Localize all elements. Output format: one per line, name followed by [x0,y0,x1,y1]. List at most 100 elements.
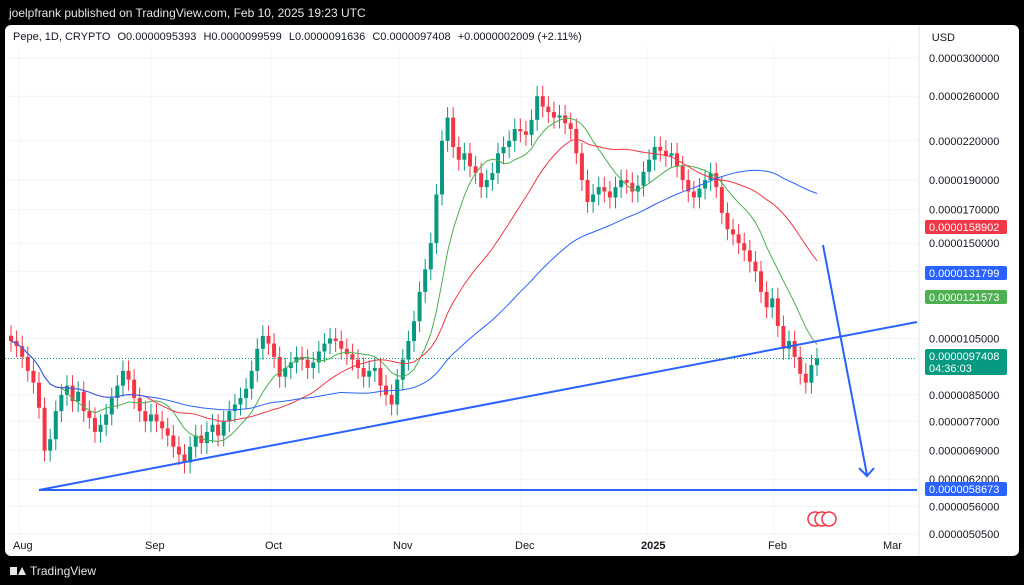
close-value: C0.0000097408 [372,31,451,43]
candle-body [574,128,579,154]
candle-body [647,159,652,172]
price-tag [925,482,1007,496]
candle-body [148,414,153,422]
candle-body [663,150,668,156]
price-axis-label: 0.0000077000 [929,416,999,428]
price-tag [925,290,1007,304]
candle-body [9,335,13,342]
candle-body [781,326,786,349]
candle-body [350,354,355,360]
price-tag-label: 0.0000058673 [929,484,999,496]
chart-panel[interactable]: 0.0000300000 0.0000260000 0.0000220000 0.00… [5,25,1019,556]
candle-body [25,356,30,371]
candle-body [272,343,277,357]
candle-body [619,180,624,188]
candle-body [568,123,573,129]
events-icon [807,511,837,527]
price-chart[interactable]: 0.0000300000 0.0000260000 0.0000220000 0.00… [5,25,1019,556]
price-tag [925,220,1007,234]
candle-body [529,119,534,135]
publisher-note: joelpfrank published on TradingView.com,… [9,6,366,20]
candle-body [277,356,282,377]
candle-body [260,335,265,349]
candle-body [322,343,327,352]
candle-body [171,435,176,447]
brand-label: TradingView [30,564,97,578]
candle-body [602,187,607,192]
candle-body [467,153,472,167]
candle-body [798,356,803,374]
candle-body [356,359,361,369]
candle-body [759,271,764,292]
candle-body [98,424,103,432]
candle-body [76,391,81,402]
price-axis-label: 0.0000069000 [929,446,999,458]
candle-body [697,188,702,198]
candle-body [378,368,383,386]
candle-body [630,182,635,192]
candle-body [204,431,209,443]
time-axis-label: Oct [265,540,282,552]
candle-body [423,269,428,292]
candle-body [367,370,372,377]
ma-slow-line [10,169,818,411]
candle-body [87,411,92,418]
candle-body [428,243,433,270]
candle-body [333,338,338,342]
candle-body [288,362,293,369]
price-axis-label: 0.0000056000 [929,501,999,513]
candle-body [283,368,288,377]
candle-body [691,191,696,198]
time-axis-label: Feb [768,540,787,552]
candle-body [439,140,444,195]
candle-body [764,291,769,308]
candle-body [120,370,125,386]
ma-fast-line [10,117,818,443]
candle-body [585,180,590,202]
candle-body [154,414,159,422]
candle-body [64,385,69,395]
footer: TradingView [10,564,96,578]
candle-body [400,359,405,380]
tradingview-logo-icon [10,566,26,576]
candle-body [160,421,165,429]
candle-body [563,115,568,124]
candle-body [669,153,674,156]
candle-body [473,166,478,174]
candle-body [535,96,540,120]
forecast-arrow-head [858,467,875,478]
candle-body [36,382,41,408]
candle-body [238,398,243,405]
candle-body [126,370,131,380]
candle-body [641,171,646,186]
currency-label: USD [931,32,955,44]
candle-body [445,117,450,141]
candle-body [395,379,400,405]
price-axis-label: 0.0000105000 [929,333,999,345]
candle-body [372,368,377,371]
ma-mid-line [10,138,818,422]
candle-body [546,106,551,113]
candle-body [70,385,75,402]
candle-body [501,146,506,154]
candle-body [143,411,148,422]
candle-body [680,166,685,181]
event-flag-icon [821,511,837,527]
price-tag-label: 0.0000158902 [929,222,999,234]
candle-body [176,446,181,455]
candle-body [540,96,545,107]
symbol-label: Pepe, 1D, CRYPTO [13,31,111,43]
price-tag [925,349,1007,375]
price-tag-label: 0.0000097408 [929,351,999,363]
candle-body [815,358,819,366]
candle-body [607,191,612,198]
candle-body [53,411,58,440]
candle-body [244,388,249,399]
candle-body [775,298,780,327]
candle-body [109,398,114,415]
candle-body [490,173,495,181]
candle-body [31,370,36,383]
candle-body [484,180,489,188]
candle-body [406,341,411,360]
